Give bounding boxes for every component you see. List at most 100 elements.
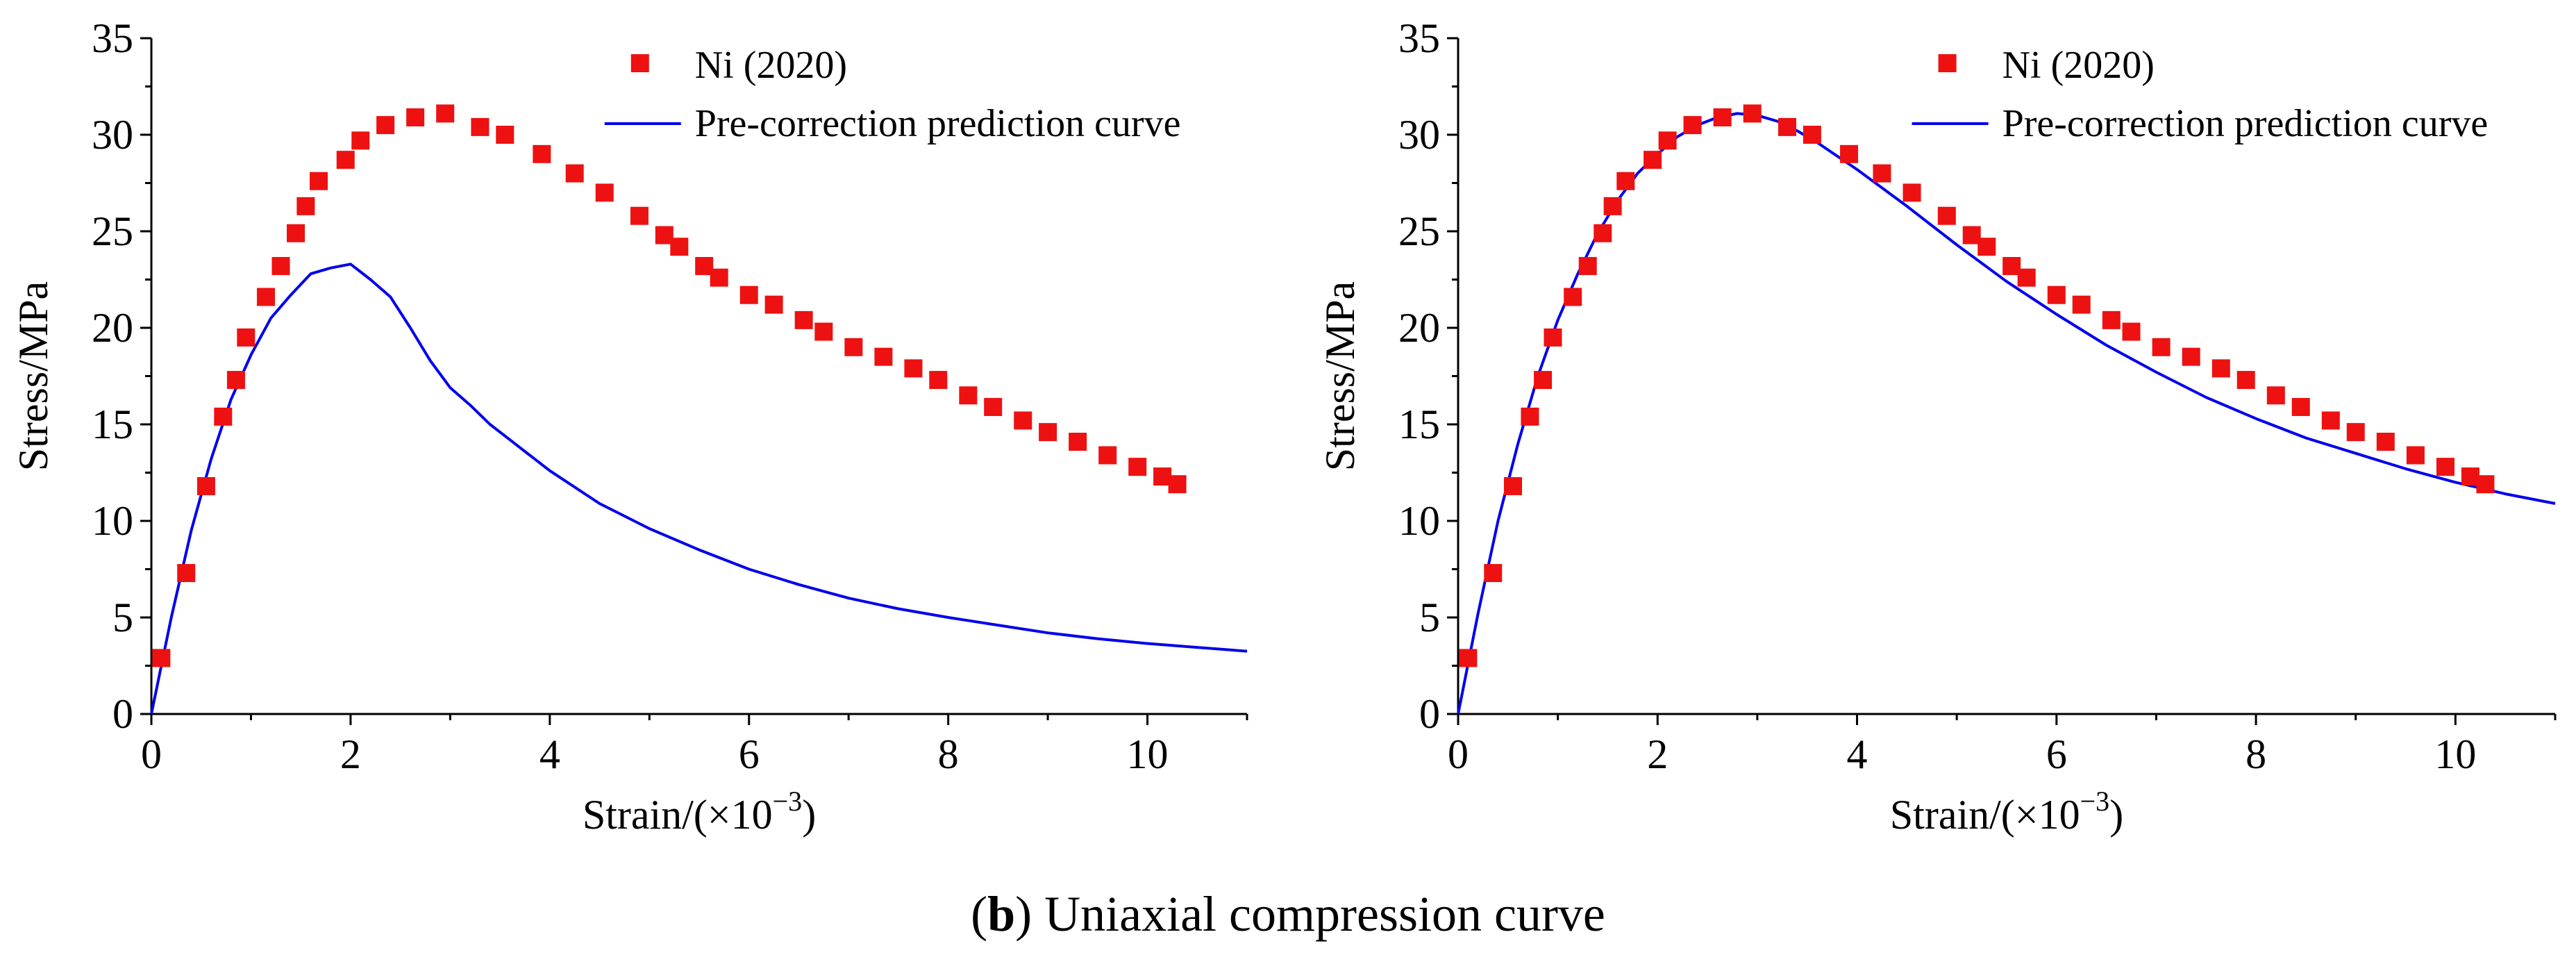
data-point-marker — [214, 407, 233, 426]
data-point-marker — [310, 172, 328, 190]
x-axis-title-main: Strain/(×10 — [583, 792, 773, 838]
data-point-marker — [376, 116, 395, 135]
data-point-marker — [2291, 397, 2310, 416]
x-tick-label: 2 — [340, 731, 361, 777]
data-point-marker — [471, 117, 490, 136]
data-point-marker — [1603, 197, 1622, 215]
data-point-marker — [1459, 649, 1478, 667]
data-point-marker — [595, 183, 614, 202]
data-point-marker — [226, 371, 245, 390]
y-tick-label: 30 — [1398, 112, 1440, 158]
data-point-marker — [2102, 310, 2121, 329]
x-axis-title: Strain/(×10−3) — [583, 786, 816, 838]
data-point-marker — [2017, 268, 2036, 287]
data-point-marker — [1578, 257, 1597, 276]
x-axis-title-end: ) — [2109, 792, 2123, 838]
y-tick-label: 0 — [112, 691, 133, 737]
data-point-marker — [2211, 359, 2230, 378]
data-point-marker — [1039, 423, 1057, 442]
data-point-marker — [2266, 386, 2285, 405]
y-tick-label: 10 — [1398, 498, 1440, 544]
data-point-marker — [929, 371, 948, 390]
data-point-marker — [1128, 458, 1147, 476]
y-tick-label: 15 — [92, 401, 133, 447]
data-point-marker — [1504, 476, 1522, 495]
y-tick-label: 5 — [1419, 595, 1440, 640]
data-point-marker — [2321, 411, 2340, 430]
data-point-marker — [1484, 564, 1503, 583]
data-point-marker — [764, 295, 783, 314]
legend-label-line: Pre-correction prediction curve — [695, 102, 1181, 145]
data-point-marker — [256, 288, 275, 306]
data-point-marker — [296, 197, 315, 215]
legend-marker-swatch — [1938, 54, 1957, 72]
y-tick-label: 25 — [1398, 208, 1440, 254]
data-point-marker — [1658, 131, 1677, 150]
y-axis-title: Stress/MPa — [1317, 281, 1363, 471]
data-point-marker — [2436, 458, 2454, 476]
data-point-marker — [984, 397, 1003, 416]
data-point-marker — [1803, 126, 1821, 144]
data-point-marker — [739, 285, 758, 304]
data-point-marker — [904, 359, 923, 378]
data-point-marker — [814, 322, 833, 341]
data-point-marker — [1521, 407, 1539, 426]
data-point-marker — [1014, 411, 1032, 430]
data-point-marker — [1778, 117, 1796, 136]
x-axis-title: Strain/(×10−3) — [1890, 786, 2123, 838]
data-point-marker — [2376, 433, 2395, 451]
x-tick-label: 10 — [1127, 731, 1169, 777]
data-point-marker — [1168, 475, 1187, 494]
data-point-marker — [2236, 371, 2255, 390]
right-chart-panel: 0 5 10 15 20 25 30 35 0 2 4 6 8 10 Strain/(×10−3) Stres… — [1317, 15, 2557, 838]
x-tick-label: 10 — [2434, 731, 2476, 777]
y-tick-label: 10 — [92, 498, 133, 544]
figure-caption: (b) Uniaxial compression curve — [971, 886, 1605, 942]
data-point-marker — [2476, 475, 2495, 494]
data-point-marker — [287, 224, 306, 242]
data-point-marker — [1683, 116, 1702, 135]
data-point-marker — [496, 126, 515, 144]
data-point-marker — [196, 476, 215, 495]
data-point-marker — [436, 104, 455, 123]
data-point-marker — [1937, 206, 1956, 225]
data-point-marker — [565, 164, 584, 183]
data-point-marker — [1977, 238, 1996, 256]
data-point-marker — [710, 268, 728, 287]
data-point-marker — [874, 347, 893, 366]
data-point-marker — [2152, 338, 2171, 356]
data-point-marker — [1616, 172, 1635, 190]
data-point-marker — [794, 310, 813, 329]
x-axis-title-exponent: −3 — [773, 786, 803, 817]
y-tick-label: 5 — [112, 595, 133, 640]
caption-text: Uniaxial compression curve — [1032, 886, 1605, 942]
y-tick-label: 20 — [92, 305, 133, 351]
x-tick-label: 8 — [938, 731, 959, 777]
data-point-marker — [630, 206, 649, 225]
data-point-marker — [1564, 288, 1582, 306]
data-point-marker — [1743, 104, 1762, 123]
legend-label-markers: Ni (2020) — [2002, 44, 2155, 87]
data-point-marker — [844, 338, 863, 356]
x-tick-label: 4 — [540, 731, 560, 777]
x-tick-label: 0 — [141, 731, 162, 777]
data-point-marker — [177, 564, 196, 583]
caption-letter: b — [987, 886, 1015, 942]
data-point-marker — [1840, 144, 1859, 163]
x-tick-label: 6 — [2046, 731, 2067, 777]
data-point-marker — [2047, 285, 2066, 304]
y-tick-label: 35 — [92, 15, 133, 61]
data-point-marker — [1594, 224, 1612, 242]
legend-marker-swatch — [630, 54, 649, 72]
y-tick-label: 35 — [1398, 15, 1440, 61]
data-point-marker — [1902, 183, 1921, 202]
data-point-marker — [2182, 347, 2200, 366]
data-point-marker — [1098, 446, 1117, 465]
x-tick-label: 6 — [739, 731, 760, 777]
legend-label-markers: Ni (2020) — [695, 44, 847, 87]
data-point-marker — [1644, 151, 1662, 169]
prediction-curve-line — [1457, 112, 2556, 715]
y-tick-label: 30 — [92, 112, 133, 158]
x-axis-title-main: Strain/(×10 — [1890, 792, 2080, 838]
